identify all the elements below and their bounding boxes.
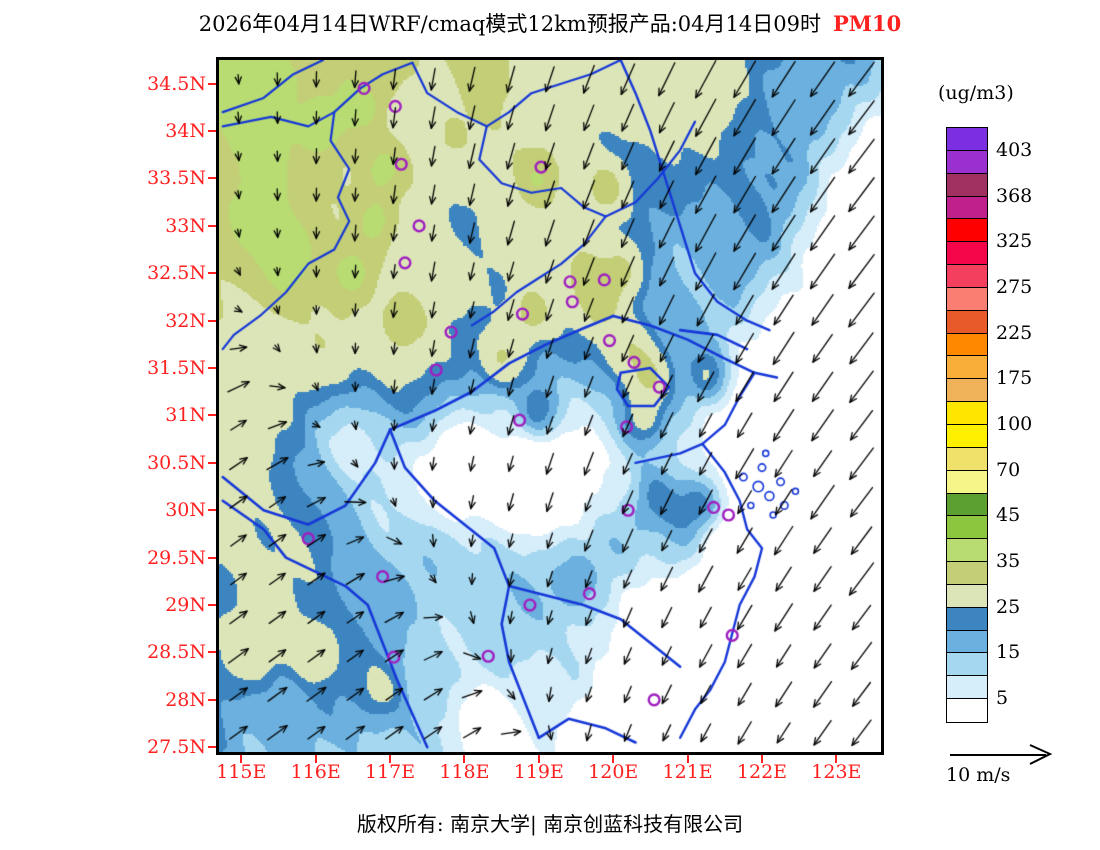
colorbar-band-14: [947, 447, 987, 471]
colorbar-band-11: [947, 379, 987, 403]
x-axis-tick: [835, 755, 838, 763]
x-axis-label-119E: 119E: [513, 761, 564, 783]
colorbar[interactable]: [946, 127, 988, 723]
x-axis-tick: [612, 755, 615, 763]
y-axis-label-27.5N: 27.5N: [147, 736, 206, 759]
y-axis-label-34.5N: 34.5N: [147, 72, 206, 95]
y-axis-tick: [208, 414, 216, 417]
colorbar-band-6: [947, 265, 987, 288]
wind-scale-key: 10 m/s: [946, 742, 1096, 792]
y-axis-tick: [208, 177, 216, 180]
wind-arrow-icon: [950, 744, 1053, 765]
colorbar-tick-225: 225: [996, 321, 1033, 344]
colorbar-band-18: [947, 539, 987, 563]
x-axis-label-120E: 120E: [588, 761, 639, 783]
x-axis-label-117E: 117E: [365, 761, 416, 783]
colorbar-band-1: [947, 150, 987, 174]
colorbar-band-16: [947, 493, 987, 517]
y-axis-label-33N: 33N: [165, 214, 206, 237]
colorbar-band-2: [947, 173, 987, 197]
x-axis-label-115E: 115E: [216, 761, 267, 783]
y-axis-tick: [208, 746, 216, 749]
colorbar-band-7: [947, 287, 987, 311]
colorbar-tick-325: 325: [996, 230, 1033, 253]
colorbar-band-9: [947, 333, 987, 357]
x-axis-label-123E: 123E: [811, 761, 862, 783]
x-axis-label-121E: 121E: [662, 761, 713, 783]
y-axis-tick: [208, 319, 216, 322]
y-axis-tick: [208, 461, 216, 464]
y-axis-label-31.5N: 31.5N: [147, 357, 206, 380]
y-axis-tick: [208, 651, 216, 654]
colorbar-band-15: [947, 470, 987, 494]
copyright-footer: 版权所有: 南京大学| 南京创蓝科技有限公司: [356, 812, 744, 836]
y-axis-tick: [208, 224, 216, 227]
y-axis-label-29.5N: 29.5N: [147, 546, 206, 569]
y-axis-label-32N: 32N: [165, 309, 206, 332]
y-axis-tick: [208, 82, 216, 85]
y-axis-tick: [208, 130, 216, 133]
colorbar-band-25: [947, 699, 987, 722]
colorbar-band-22: [947, 630, 987, 654]
colorbar-tick-275: 275: [996, 275, 1033, 298]
x-axis-label-116E: 116E: [290, 761, 341, 783]
x-axis-tick: [686, 755, 689, 763]
colorbar-tick-70: 70: [996, 458, 1021, 481]
colorbar-tick-45: 45: [996, 504, 1021, 527]
x-axis-label-118E: 118E: [439, 761, 490, 783]
colorbar-band-23: [947, 653, 987, 677]
colorbar-tick-100: 100: [996, 413, 1033, 435]
y-axis-tick: [208, 272, 216, 275]
colorbar-band-0: [947, 128, 987, 151]
colorbar-band-5: [947, 242, 987, 266]
y-axis-label-30N: 30N: [165, 499, 206, 522]
x-axis-tick: [760, 755, 763, 763]
colorbar-tick-25: 25: [996, 595, 1021, 618]
map-plot-area[interactable]: [216, 57, 884, 755]
y-axis-label-32.5N: 32.5N: [147, 262, 206, 285]
x-axis-tick: [537, 755, 540, 763]
x-axis-tick: [240, 755, 243, 763]
colorbar-band-19: [947, 562, 987, 585]
y-axis-tick: [208, 698, 216, 701]
colorbar-band-4: [947, 219, 987, 243]
y-axis-tick: [208, 367, 216, 370]
y-axis-label-29N: 29N: [165, 594, 206, 617]
colorbar-band-21: [947, 607, 987, 631]
colorbar-tick-175: 175: [996, 367, 1033, 390]
y-axis-label-30.5N: 30.5N: [147, 451, 206, 474]
colorbar-tick-35: 35: [996, 550, 1021, 573]
y-axis-tick: [208, 509, 216, 512]
chart-title: 2026年04月14日WRF/cmaq模式12km预报产品:04月14日09时 P…: [0, 8, 1100, 40]
title-text: 2026年04月14日WRF/cmaq模式12km预报产品:04月14日09时: [198, 12, 821, 36]
wind-vector-canvas: [219, 60, 881, 752]
y-axis-label-33.5N: 33.5N: [147, 167, 206, 190]
colorbar-band-17: [947, 516, 987, 540]
y-axis-label-34N: 34N: [165, 120, 206, 143]
x-axis-tick: [389, 755, 392, 763]
colorbar-tick-5: 5: [996, 687, 1009, 710]
colorbar-tick-15: 15: [996, 641, 1021, 664]
y-axis-label-28N: 28N: [165, 688, 206, 711]
y-axis-label-28.5N: 28.5N: [147, 641, 206, 664]
y-axis-tick: [208, 556, 216, 559]
colorbar-band-13: [947, 424, 987, 448]
colorbar-band-8: [947, 310, 987, 334]
title-species-label: PM10: [832, 11, 902, 36]
colorbar-band-20: [947, 584, 987, 608]
colorbar-band-12: [947, 402, 987, 425]
colorbar-units-label: (ug/m3): [938, 82, 1014, 104]
colorbar-tick-403: 403: [996, 138, 1033, 161]
y-axis-tick: [208, 604, 216, 607]
x-axis-tick: [463, 755, 466, 763]
x-axis-label-122E: 122E: [736, 761, 788, 783]
colorbar-band-10: [947, 356, 987, 380]
colorbar-tick-368: 368: [996, 184, 1033, 207]
colorbar-band-24: [947, 676, 987, 700]
colorbar-band-3: [947, 196, 987, 220]
wind-scale-label: 10 m/s: [946, 764, 1011, 786]
y-axis-label-31N: 31N: [165, 404, 206, 427]
x-axis-tick: [314, 755, 317, 763]
